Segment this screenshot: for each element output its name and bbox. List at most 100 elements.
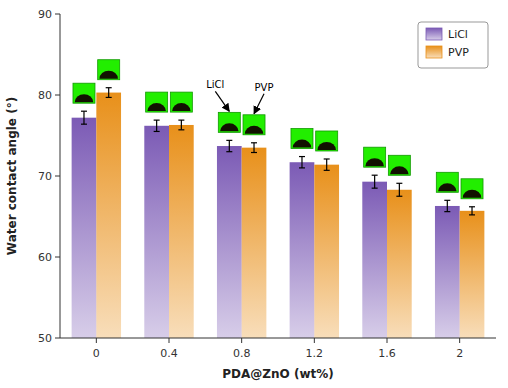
error-line xyxy=(374,175,375,188)
annotation: LiCl xyxy=(206,79,224,90)
error-cap xyxy=(396,183,402,184)
tick-label: 1.6 xyxy=(378,347,396,360)
droplet-frame xyxy=(364,147,386,167)
error-bar xyxy=(81,111,87,124)
error-cap xyxy=(299,156,305,157)
droplet-frame xyxy=(436,172,458,192)
error-line xyxy=(447,200,448,211)
tick xyxy=(314,338,315,343)
error-bar xyxy=(299,157,305,168)
droplet-frame xyxy=(243,115,265,135)
tick xyxy=(169,338,170,343)
error-cap xyxy=(226,140,232,141)
droplet xyxy=(293,140,311,148)
y-axis-label: Water contact angle (°) xyxy=(5,97,19,255)
error-cap xyxy=(299,167,305,168)
droplet-frame xyxy=(146,92,168,112)
bar xyxy=(435,206,460,338)
tick-label: 50 xyxy=(38,332,52,345)
error-line xyxy=(253,143,254,153)
error-cap xyxy=(372,175,378,176)
error-line xyxy=(471,207,472,215)
x-axis-line xyxy=(60,338,496,339)
error-cap xyxy=(81,111,87,112)
error-bar xyxy=(106,88,112,98)
y-axis-line xyxy=(60,14,61,338)
error-cap xyxy=(154,131,160,132)
tick xyxy=(55,257,60,258)
error-line xyxy=(181,120,182,130)
bar xyxy=(96,93,121,338)
droplet xyxy=(147,103,165,111)
legend-label: PVP xyxy=(448,46,469,59)
error-bar xyxy=(324,159,330,170)
error-cap xyxy=(81,124,87,125)
error-cap xyxy=(469,206,475,207)
droplet xyxy=(99,71,117,79)
droplet xyxy=(463,190,481,198)
tick-label: 0 xyxy=(93,347,100,360)
tick xyxy=(387,338,388,343)
y-axis: 50 60 70 80 90 xyxy=(38,8,60,345)
droplets xyxy=(73,60,483,199)
error-line xyxy=(229,140,230,151)
droplet-frame xyxy=(388,155,410,175)
error-bar xyxy=(251,143,257,153)
bar xyxy=(242,148,267,338)
droplet-frame xyxy=(170,92,192,112)
plot-area xyxy=(72,88,485,338)
chart: 506070809000.40.81.21.62PDA@ZnO (wt%)Wat… xyxy=(0,0,508,388)
tick xyxy=(55,338,60,339)
droplet-frame xyxy=(316,131,338,151)
tick-label: 0.8 xyxy=(233,347,251,360)
error-cap xyxy=(251,152,257,153)
bar xyxy=(362,182,387,338)
error-cap xyxy=(324,158,330,159)
droplet xyxy=(365,158,383,166)
droplet-frame xyxy=(461,179,483,199)
legend-swatch xyxy=(426,46,442,58)
error-line xyxy=(301,157,302,168)
error-line xyxy=(326,159,327,170)
bar xyxy=(387,190,412,338)
annotation: PVP xyxy=(255,82,274,93)
error-line xyxy=(399,183,400,196)
droplet-frame xyxy=(98,60,120,80)
tick-label: 0.4 xyxy=(160,347,178,360)
error-cap xyxy=(154,120,160,121)
error-cap xyxy=(106,97,112,98)
droplet xyxy=(75,94,93,102)
error-cap xyxy=(396,196,402,197)
legend-label: LiCl xyxy=(448,28,468,41)
droplet xyxy=(220,123,238,131)
error-line xyxy=(156,120,157,131)
legend: LiCl PVP xyxy=(418,22,488,68)
error-cap xyxy=(251,142,257,143)
bar xyxy=(217,146,242,338)
tick xyxy=(96,338,97,343)
error-bar xyxy=(226,140,232,151)
error-line xyxy=(83,111,84,124)
bar xyxy=(144,126,169,338)
error-cap xyxy=(444,211,450,212)
error-bar xyxy=(444,200,450,211)
error-cap xyxy=(178,129,184,130)
tick-label: 80 xyxy=(38,89,52,102)
tick-label: 90 xyxy=(38,8,52,21)
annotation-arrow xyxy=(254,94,264,114)
droplet xyxy=(245,126,263,134)
tick-label: 70 xyxy=(38,170,52,183)
error-cap xyxy=(444,200,450,201)
tick-label: 60 xyxy=(38,251,52,264)
error-cap xyxy=(178,120,184,121)
bar xyxy=(72,118,97,338)
tick xyxy=(55,176,60,177)
legend-swatch xyxy=(426,28,442,40)
error-cap xyxy=(469,214,475,215)
droplet-frame xyxy=(73,83,95,103)
legend-box xyxy=(418,22,488,68)
error-cap xyxy=(324,170,330,171)
tick-label: 1.2 xyxy=(306,347,324,360)
droplet xyxy=(438,183,456,191)
tick xyxy=(55,95,60,96)
